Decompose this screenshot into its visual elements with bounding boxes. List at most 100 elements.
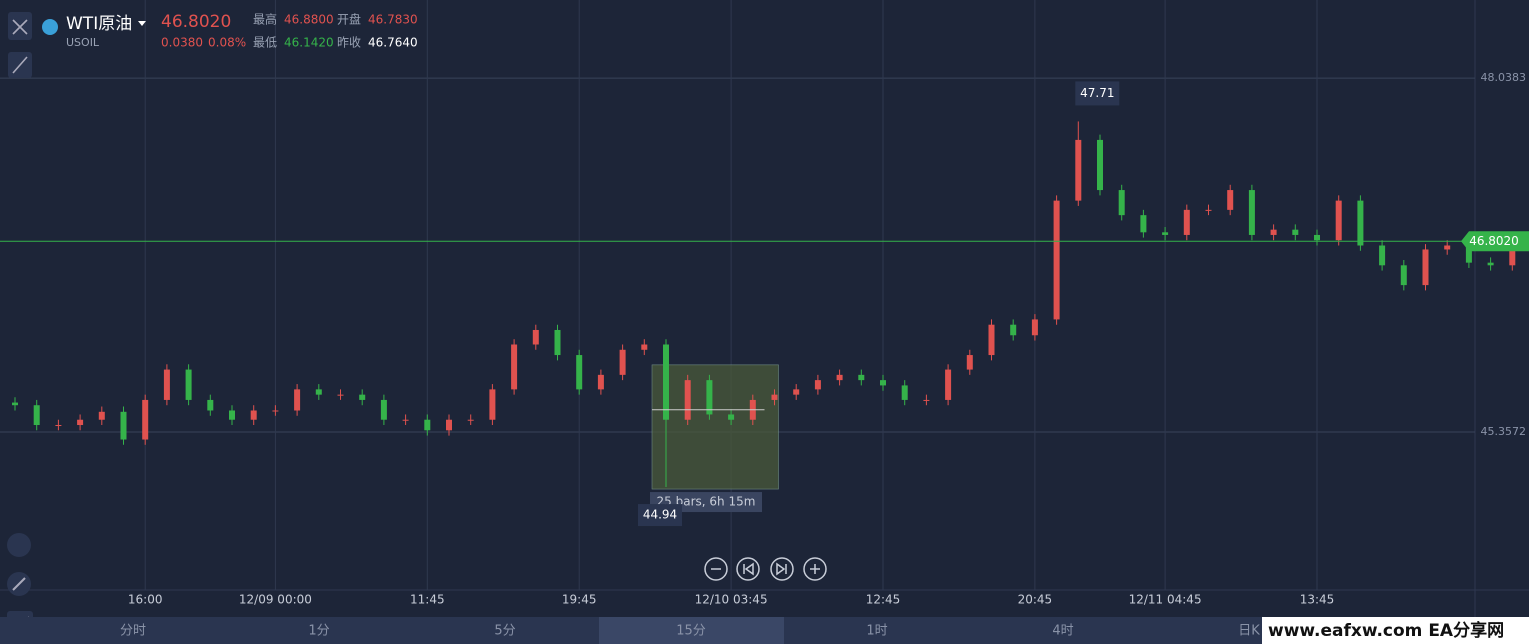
candle-body xyxy=(12,402,18,406)
tab[interactable]: 15分 xyxy=(676,624,706,639)
scroll-end[interactable] xyxy=(770,557,794,581)
candle-body xyxy=(1487,262,1494,266)
candle-body xyxy=(120,411,127,440)
candle-body xyxy=(98,411,105,420)
candle-body xyxy=(1010,324,1017,336)
x-tick-label: 12:45 xyxy=(866,593,901,607)
change: 0.0380 xyxy=(161,36,203,50)
prev-label: 昨收 xyxy=(337,36,361,50)
high-value: 46.8800 xyxy=(284,13,334,27)
candle-body xyxy=(945,369,952,400)
shrink-icon xyxy=(12,56,28,74)
tab[interactable]: 4时 xyxy=(1052,624,1073,639)
watermark-bg xyxy=(1262,617,1529,644)
pencil-icon xyxy=(12,577,26,591)
candle-body xyxy=(1097,139,1103,191)
low-value: 46.1420 xyxy=(284,36,334,50)
candle-body xyxy=(923,399,930,401)
candle-body xyxy=(1248,190,1255,235)
current-price-label: 46.8020 xyxy=(1469,234,1519,248)
change-pct: 0.08% xyxy=(208,36,246,50)
tab-selected xyxy=(599,617,784,644)
candle-body xyxy=(597,374,604,390)
candle-body xyxy=(706,380,713,415)
candle-body xyxy=(1031,319,1038,336)
symbol[interactable]: WTI原油 xyxy=(66,14,132,34)
close-icon xyxy=(12,19,28,35)
x-tick-label: 12/11 04:45 xyxy=(1129,593,1202,607)
candle-body xyxy=(1118,190,1125,216)
symbol-icon xyxy=(42,19,58,35)
candle-body xyxy=(576,355,583,390)
candle-body xyxy=(315,389,322,395)
candle-body xyxy=(33,405,40,426)
x-tick-label: 12/10 03:45 xyxy=(695,593,768,607)
prev-value: 46.7640 xyxy=(368,36,418,50)
candle-body xyxy=(663,344,669,420)
candle-body xyxy=(380,399,387,420)
candle-body xyxy=(294,389,301,411)
x-tick-label: 12/09 00:00 xyxy=(239,593,312,607)
zoom-in[interactable] xyxy=(803,557,827,581)
candle-body xyxy=(880,380,886,386)
candle-body xyxy=(1400,265,1407,286)
candle-body xyxy=(337,394,344,396)
candle-body xyxy=(554,329,561,356)
x-tick-label: 19:45 xyxy=(562,593,597,607)
zoom-out[interactable] xyxy=(704,557,728,581)
candle-body xyxy=(185,369,192,400)
candle-body xyxy=(966,355,973,370)
candle-body xyxy=(1444,245,1451,250)
x-tick-label: 13:45 xyxy=(1300,593,1335,607)
candle-body xyxy=(446,419,452,431)
candle-body xyxy=(814,380,821,390)
high-label: 最高 xyxy=(253,12,277,27)
x-tick-label: 11:45 xyxy=(410,593,445,607)
candle-body xyxy=(1357,200,1364,246)
tab[interactable]: 1分 xyxy=(308,624,329,639)
measure-box xyxy=(651,364,779,490)
x-tick-label: 20:45 xyxy=(1018,593,1053,607)
candle-body xyxy=(1270,229,1277,235)
candle-body xyxy=(684,380,691,420)
candle-body xyxy=(55,425,62,427)
open-label: 开盘 xyxy=(337,12,361,27)
tab[interactable]: 日K xyxy=(1238,624,1260,639)
candle-body xyxy=(207,399,214,411)
tab[interactable]: 分时 xyxy=(120,624,146,639)
candle-body xyxy=(1183,209,1190,235)
scroll-start[interactable] xyxy=(736,557,760,581)
y-tick-label: 45.3572 xyxy=(1481,425,1527,438)
indicator-tool[interactable] xyxy=(7,533,31,557)
candle-body xyxy=(1465,245,1472,263)
candle-body xyxy=(229,410,235,420)
candle-body xyxy=(511,344,518,390)
tab[interactable]: 1时 xyxy=(866,624,887,639)
candle-body xyxy=(1140,215,1147,233)
candle-body xyxy=(1075,139,1082,201)
candle-body xyxy=(793,389,800,395)
x-tick-label: 16:00 xyxy=(128,593,163,607)
low-label-bg xyxy=(638,504,682,527)
candle-body xyxy=(1335,200,1342,241)
price: 46.8020 xyxy=(161,12,231,32)
tab[interactable]: 5分 xyxy=(494,624,515,639)
candle-body xyxy=(489,389,496,420)
candle-body xyxy=(1205,209,1212,211)
y-tick-label: 48.0383 xyxy=(1481,71,1527,84)
candle-body xyxy=(142,399,149,440)
candle-body xyxy=(250,410,257,420)
high-label-bg xyxy=(1075,81,1120,106)
candle-body xyxy=(1379,245,1386,266)
dropdown-arrow[interactable] xyxy=(138,21,146,26)
candle-body xyxy=(641,344,648,350)
candle-body xyxy=(1162,232,1169,235)
low-label: 最低 xyxy=(253,36,277,50)
candle-body xyxy=(532,329,539,345)
candle-body xyxy=(619,349,626,375)
current-price-tag xyxy=(1461,231,1529,252)
candle-body xyxy=(901,385,908,400)
